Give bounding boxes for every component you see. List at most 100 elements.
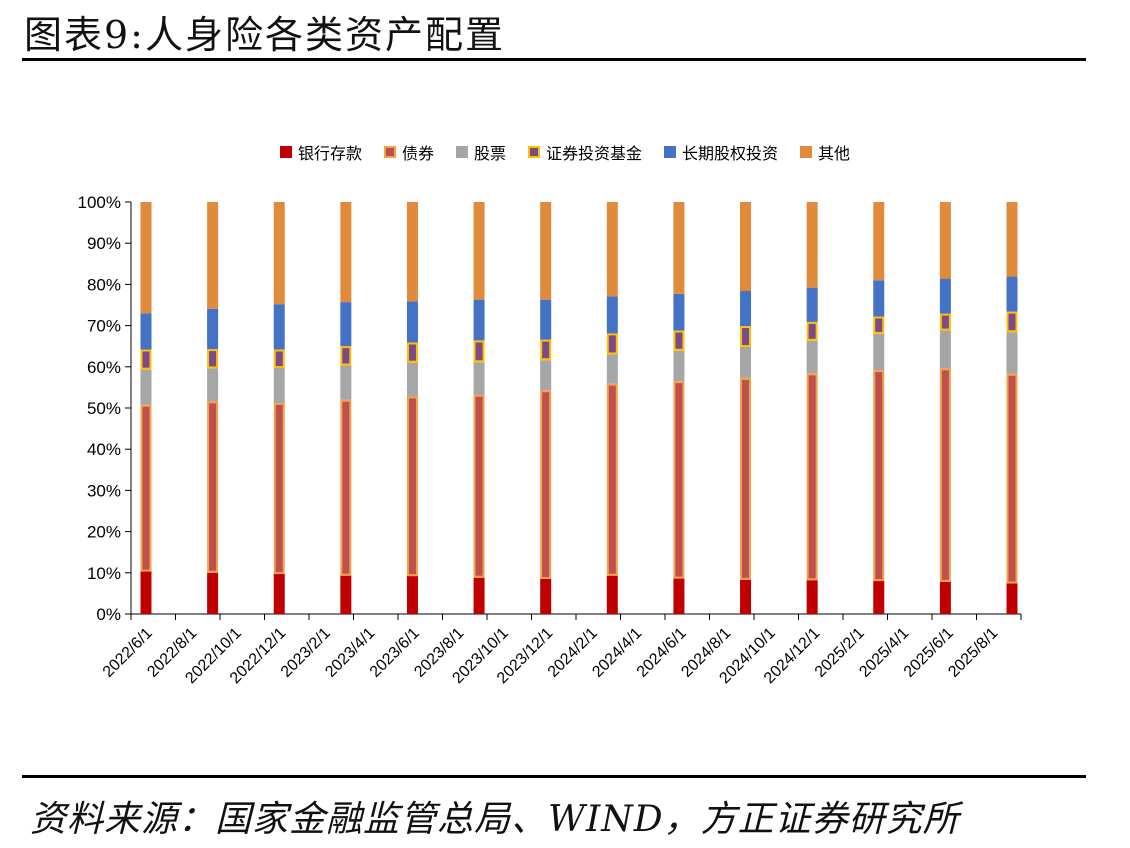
- legend-label-bank-deposits: 银行存款: [297, 144, 362, 163]
- legend-label-long-term-equity: 长期股权投资: [682, 144, 779, 163]
- source-divider: [22, 775, 1086, 778]
- bar-bonds: [806, 373, 818, 581]
- bar-funds: [939, 313, 951, 331]
- bar-others: [873, 202, 885, 281]
- bar-stocks: [406, 362, 418, 397]
- bar-long-term-equity: [207, 308, 219, 350]
- bar-bonds: [873, 370, 885, 582]
- bar-funds: [140, 349, 152, 370]
- bar-stocks: [473, 362, 485, 395]
- y-tick-label: 90%: [87, 234, 121, 253]
- legend-item-others: 其他: [800, 140, 850, 164]
- bar-long-term-equity: [473, 299, 485, 341]
- bar-bonds: [406, 396, 418, 577]
- legend-item-bank-deposits: 银行存款: [279, 140, 362, 164]
- bar-bank-deposits: [207, 572, 219, 614]
- y-tick-label: 40%: [87, 440, 121, 459]
- legend-label-bonds: 债券: [401, 144, 434, 163]
- bar-others: [473, 202, 485, 300]
- y-tick-label: 60%: [87, 358, 121, 377]
- y-tick-label: 70%: [87, 317, 121, 336]
- y-tick-label: 100%: [78, 193, 121, 212]
- legend-swatch-bonds: [383, 146, 396, 158]
- legend-item-funds: 证券投资基金: [528, 140, 642, 164]
- bar-others: [540, 202, 552, 300]
- legend-item-long-term-equity: 长期股权投资: [664, 140, 778, 164]
- y-tick-label: 0%: [96, 605, 121, 624]
- y-tick-label: 20%: [87, 523, 121, 542]
- figure-title: 图表9:人身险各类资产配置: [24, 13, 505, 57]
- legend-swatch-others: [800, 146, 813, 158]
- bar-stocks: [606, 354, 618, 384]
- bar-funds: [406, 342, 418, 363]
- bar-bank-deposits: [1006, 583, 1018, 614]
- bar-stocks: [673, 350, 685, 382]
- bar-funds: [873, 316, 885, 334]
- legend-label-others: 其他: [818, 144, 851, 163]
- y-tick-label: 10%: [87, 564, 121, 583]
- legend-swatch-funds: [528, 146, 540, 158]
- bar-funds: [806, 321, 818, 341]
- bar-stocks: [806, 340, 818, 374]
- bar-bank-deposits: [273, 574, 285, 614]
- bar-others: [606, 202, 618, 297]
- bar-bonds: [673, 381, 685, 579]
- bar-bonds: [273, 403, 285, 575]
- bar-bank-deposits: [740, 579, 752, 614]
- bar-bonds: [1006, 373, 1018, 584]
- bar-stocks: [540, 360, 552, 391]
- bar-stocks: [740, 347, 752, 378]
- bar-long-term-equity: [406, 301, 418, 343]
- bar-funds: [473, 340, 485, 363]
- bar-bonds: [540, 390, 552, 579]
- bar-stocks: [1006, 332, 1018, 374]
- bar-bonds: [140, 404, 152, 572]
- legend-swatch-stocks: [455, 146, 468, 158]
- bar-funds: [340, 346, 352, 366]
- bar-others: [673, 202, 685, 294]
- bar-funds: [740, 326, 752, 348]
- source-note: 资料来源：国家金融监管总局、WIND，方正证券研究所: [30, 799, 960, 840]
- bar-funds: [207, 349, 219, 369]
- legend-item-bonds: 债券: [383, 140, 434, 164]
- legend-swatch-long-term-equity: [664, 146, 677, 158]
- bar-funds: [673, 330, 685, 351]
- bar-long-term-equity: [606, 296, 618, 334]
- bar-funds: [606, 333, 618, 355]
- legend-swatch-bank-deposits: [279, 146, 292, 158]
- bar-long-term-equity: [673, 293, 685, 331]
- bar-others: [340, 202, 352, 303]
- bar-bank-deposits: [806, 580, 818, 614]
- bar-long-term-equity: [273, 304, 285, 350]
- bar-others: [740, 202, 752, 291]
- legend-item-stocks: 股票: [455, 140, 506, 164]
- bar-long-term-equity: [873, 280, 885, 317]
- y-tick-label: 30%: [87, 481, 121, 500]
- x-tick-label: 2025/8/1: [945, 625, 1001, 681]
- bar-bonds: [340, 399, 352, 576]
- bar-funds: [540, 339, 552, 361]
- bar-others: [406, 202, 418, 302]
- bar-bank-deposits: [873, 581, 885, 614]
- bar-bank-deposits: [473, 577, 485, 614]
- bar-others: [939, 202, 951, 279]
- bar-funds: [273, 349, 285, 369]
- bar-long-term-equity: [806, 287, 818, 322]
- bar-others: [806, 202, 818, 288]
- bar-bank-deposits: [606, 575, 618, 614]
- bar-bonds: [473, 394, 485, 578]
- y-tick-label: 50%: [87, 399, 121, 418]
- bar-bonds: [207, 401, 219, 573]
- bar-stocks: [207, 368, 219, 402]
- bar-long-term-equity: [1006, 276, 1018, 312]
- bar-long-term-equity: [740, 290, 752, 327]
- bar-bank-deposits: [340, 575, 352, 614]
- bar-stocks: [939, 330, 951, 369]
- bar-stocks: [140, 369, 152, 405]
- bar-funds: [1006, 311, 1018, 333]
- chart-legend: 银行存款 债券 股票 证券投资基金 长期股权投资 其他: [0, 140, 1130, 164]
- bar-others: [1006, 202, 1018, 277]
- bar-bonds: [939, 368, 951, 582]
- bar-stocks: [340, 365, 352, 400]
